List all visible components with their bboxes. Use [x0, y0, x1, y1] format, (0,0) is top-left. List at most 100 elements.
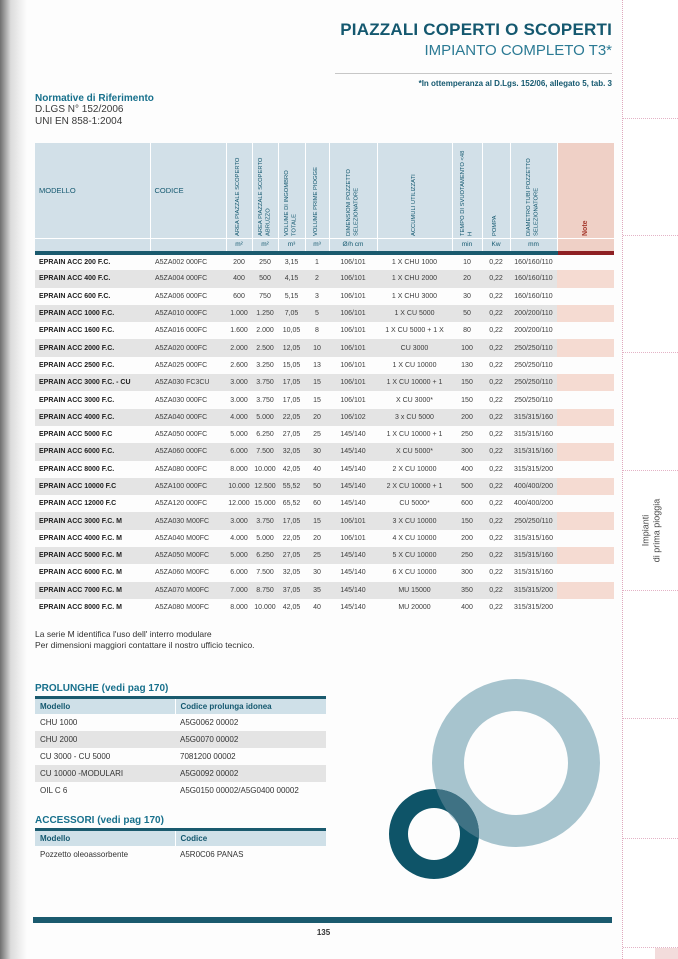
cell-area-piazzale-scoperto: 6.000: [230, 569, 248, 577]
cell-area-piazzale-scoperto-abruzzo: 2.000: [256, 327, 274, 335]
cell-codice: A5ZA006 000FC: [155, 292, 208, 300]
table-row: EPRAIN ACC 8000 F.C. M A5ZA080 M00FC 8.000…: [35, 599, 614, 616]
cell-tempo-svuotamento: 400: [461, 604, 473, 612]
normative-block: Normative di Riferimento D.LGS N° 152/20…: [35, 93, 154, 128]
cell-volume-ingombro-totale: 37,05: [278, 581, 305, 599]
cell-pompa: 0,22: [489, 604, 503, 612]
sidebar-section-divider: [623, 118, 678, 119]
sidebar-tab-label: Impianti di prima pioggia: [641, 498, 662, 562]
cell-dimensioni-pozzetto: 145/140: [329, 547, 377, 565]
cell-area-piazzale-scoperto-abruzzo: 3.750: [252, 512, 278, 530]
cell-volume-prime-piogge: 8: [315, 327, 319, 335]
prolunghe-cell: A5G0062 00002: [180, 717, 239, 727]
cell-area-piazzale-scoperto: 400: [226, 270, 252, 288]
col-header-modello: MODELLO: [35, 143, 150, 238]
cell-area-piazzale-scoperto-abruzzo: 750: [259, 292, 271, 300]
table-row: EPRAIN ACC 1000 F.C. A5ZA010 000FC 1.000 1.…: [35, 304, 614, 323]
cell-modello: EPRAIN ACC 7000 F.C. M: [35, 581, 150, 599]
unit-diametro-tubi: mm: [509, 237, 557, 255]
cell-codice: A5ZA050 000FC: [155, 431, 208, 439]
cell-tempo-svuotamento: 250: [452, 547, 482, 565]
table-row: EPRAIN ACC 3000 F.C. A5ZA030 000FC 3.000 3.…: [35, 391, 614, 408]
cell-pompa: 0,22: [489, 431, 503, 439]
table-row: EPRAIN ACC 1600 F.C. A5ZA016 000FC 1.600 2.…: [35, 322, 614, 339]
sidebar-section-divider: [623, 590, 678, 591]
cell-tempo-svuotamento: 150: [452, 374, 482, 392]
cell-modello: EPRAIN ACC 3000 F.C.: [39, 396, 115, 404]
unit-volume-prime-piogge: m³: [304, 237, 329, 255]
cell-note: [557, 564, 614, 581]
cell-accumuli-utilizzati: MU 15000: [377, 581, 452, 599]
cell-accumuli-utilizzati: 6 X CU 10000: [392, 569, 437, 577]
prolunghe-cell: OIL C 6: [40, 785, 68, 795]
prolunghe-heading: PROLUNGHE (vedi pag 170): [35, 683, 169, 694]
cell-tempo-svuotamento: 600: [461, 500, 473, 508]
cell-note: [557, 443, 614, 461]
cell-area-piazzale-scoperto: 200: [233, 259, 245, 267]
cell-volume-ingombro-totale: 17,05: [282, 396, 301, 404]
cell-note: [557, 288, 614, 305]
table-row: EPRAIN ACC 5000 F.C A5ZA050 000FC 5.000 6.2…: [35, 426, 614, 443]
cell-modello: EPRAIN ACC 8000 F.C. M: [39, 604, 122, 612]
cell-accumuli-utilizzati: CU 5000*: [399, 500, 430, 508]
cell-diametro-tubi: 250/250/110: [514, 361, 553, 369]
table-row: EPRAIN ACC 5000 F.C. M A5ZA050 M00FC 5.000…: [35, 547, 614, 565]
cell-modello: EPRAIN ACC 6000 F.C.: [35, 443, 150, 461]
cell-pompa: 0,22: [482, 270, 510, 288]
cell-area-piazzale-scoperto-abruzzo: 6.250: [256, 431, 274, 439]
cell-volume-ingombro-totale: 42,05: [282, 604, 301, 612]
col-header-label: AREA PIAZZALE SCOPERTO: [235, 157, 242, 236]
prolunghe-col-header: Modello: [35, 698, 175, 714]
cell-tempo-svuotamento: 150: [452, 512, 482, 530]
cell-modello: EPRAIN ACC 400 F.C.: [35, 270, 150, 288]
cell-area-piazzale-scoperto: 4.000: [226, 408, 252, 426]
cell-area-piazzale-scoperto: 1.600: [230, 327, 248, 335]
unit-pompa: Kw: [481, 237, 510, 255]
cell-volume-ingombro-totale: 7,05: [278, 304, 305, 323]
accessori-section: ACCESSORI (vedi pag 170) Modello Codice P…: [35, 815, 326, 863]
cell-tempo-svuotamento: 150: [461, 396, 473, 404]
cell-accumuli-utilizzati: 5 X CU 10000: [377, 547, 452, 565]
table-row: EPRAIN ACC 200 F.C. A5ZA002 000FC 200 250 3,…: [35, 253, 614, 270]
cell-volume-ingombro-totale: 3,15: [284, 259, 299, 267]
cell-tempo-svuotamento: 500: [452, 477, 482, 496]
cell-area-piazzale-scoperto-abruzzo: 3.750: [252, 374, 278, 392]
cell-diametro-tubi: 315/315/160: [510, 443, 557, 461]
unit-area-piazzale-scoperto: m²: [225, 237, 252, 255]
cell-codice: A5ZA030 000FC: [155, 396, 208, 404]
cell-note: [557, 512, 614, 530]
cell-accumuli-utilizzati: 1 X CU 10000 + 1: [377, 374, 452, 392]
table-row: EPRAIN ACC 6000 F.C. M A5ZA060 M00FC 6.000…: [35, 564, 614, 581]
prolunghe-cell: A5G0092 00002: [175, 764, 326, 782]
cell-volume-prime-piogge: 10: [305, 339, 329, 357]
prolunghe-cell: CHU 1000: [40, 717, 78, 727]
cell-volume-prime-piogge: 60: [313, 500, 321, 508]
cell-note: [557, 374, 614, 392]
prolunghe-table-head: Modello Codice prolunga idonea: [35, 698, 326, 714]
page-subtitle: IMPIANTO COMPLETO T3*: [424, 42, 612, 59]
cell-accumuli-utilizzati: 1 X CU 5000 + 1 X: [385, 327, 444, 335]
sidebar-tab-impianti-prima-pioggia[interactable]: Impianti di prima pioggia: [623, 470, 678, 590]
page-number: 135: [316, 928, 331, 937]
cell-dimensioni-pozzetto: 145/140: [340, 569, 366, 577]
cell-volume-prime-piogge: 1: [315, 259, 319, 267]
accessori-col-header: Modello: [35, 830, 175, 846]
col-header-volume-prime-piogge: VOLUME PRIME PIOGGE: [304, 143, 329, 238]
cell-area-piazzale-scoperto: 3.000: [226, 512, 252, 530]
cell-area-piazzale-scoperto-abruzzo: 1.250: [252, 304, 278, 323]
sidebar-label-line1: Impianti: [640, 514, 651, 546]
page-header: PIAZZALI COPERTI O SCOPERTI IMPIANTO COM…: [340, 20, 612, 59]
cell-dimensioni-pozzetto: 145/140: [340, 465, 366, 473]
cell-volume-prime-piogge: 5: [305, 304, 329, 323]
unit-accumuli-utilizzati: [376, 237, 452, 255]
cell-note: [557, 408, 614, 426]
cell-pompa: 0,22: [489, 327, 503, 335]
cell-dimensioni-pozzetto: 145/140: [329, 443, 377, 461]
cell-modello: EPRAIN ACC 200 F.C.: [39, 259, 111, 267]
cell-codice: A5ZA040 000FC: [150, 408, 226, 426]
col-header-label: POMPA: [492, 214, 499, 236]
cell-pompa: 0,22: [489, 534, 503, 542]
cell-note: [557, 599, 614, 616]
accessori-table-head: Modello Codice: [35, 830, 326, 846]
sidebar-section-divider: [623, 470, 678, 471]
